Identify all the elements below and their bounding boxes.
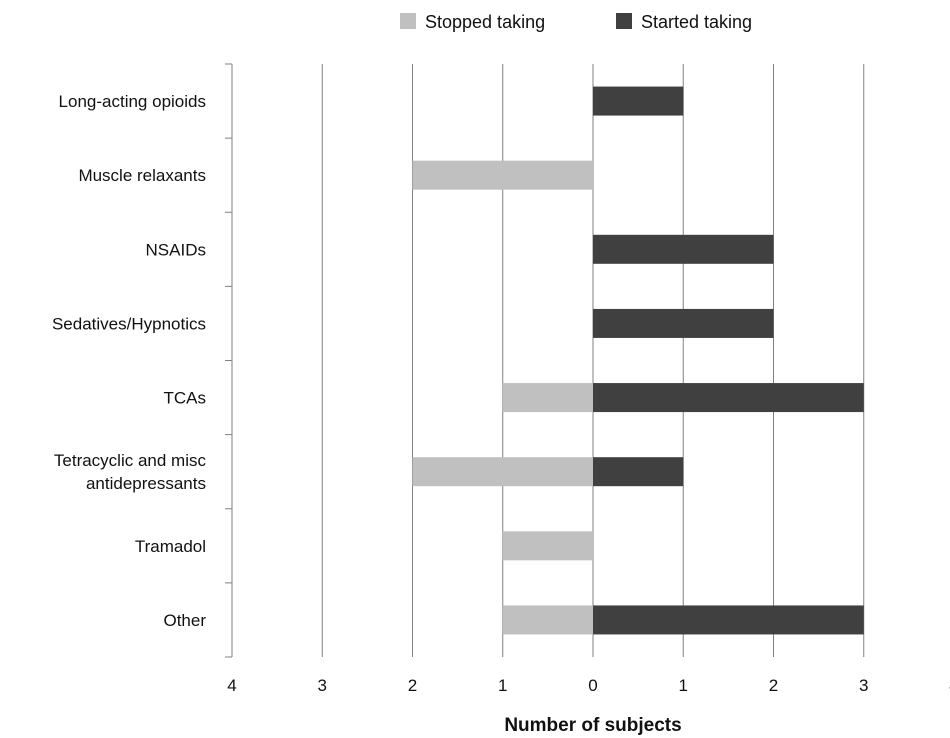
legend-swatch <box>616 13 632 29</box>
started-bar <box>593 234 774 264</box>
x-tick-label: 4 <box>227 676 236 695</box>
x-tick-label: 2 <box>769 676 778 695</box>
stopped-bar <box>502 605 593 635</box>
started-bar <box>593 308 774 338</box>
started-bar <box>593 605 864 635</box>
category-label: Other <box>163 611 206 630</box>
x-tick-label: 1 <box>498 676 507 695</box>
legend-label: Stopped taking <box>425 12 545 32</box>
x-tick-label: 1 <box>679 676 688 695</box>
x-tick-label: 2 <box>408 676 417 695</box>
category-axis <box>225 63 233 658</box>
category-label: TCAs <box>164 389 207 408</box>
started-bar <box>593 383 864 413</box>
stopped-bar <box>412 457 593 487</box>
x-tick-label: 3 <box>859 676 868 695</box>
stopped-bar <box>502 531 593 561</box>
category-label: NSAIDs <box>146 240 206 259</box>
x-tick-label: 0 <box>588 676 597 695</box>
x-tick-label: 3 <box>318 676 327 695</box>
gridlines <box>321 64 865 657</box>
started-bar <box>593 457 684 487</box>
category-label: Tramadol <box>135 537 206 556</box>
x-axis-title: Number of subjects <box>504 715 681 736</box>
category-labels: Long-acting opioids Muscle relaxants NSAID… <box>52 92 207 630</box>
legend-label: Started taking <box>641 12 752 32</box>
x-axis-ticks: 432101234 <box>227 676 950 695</box>
category-label: Long-acting opioids <box>59 92 206 111</box>
category-label: Sedatives/Hypnotics <box>52 314 206 333</box>
category-label: Tetracyclic and misc antidepressants <box>54 451 207 493</box>
legend: Stopped taking Started taking <box>400 12 752 32</box>
legend-swatch <box>400 13 416 29</box>
bars <box>412 86 864 635</box>
stopped-bar <box>412 160 593 190</box>
category-label: Muscle relaxants <box>78 166 206 185</box>
started-bar <box>593 86 684 116</box>
stopped-bar <box>502 383 593 413</box>
